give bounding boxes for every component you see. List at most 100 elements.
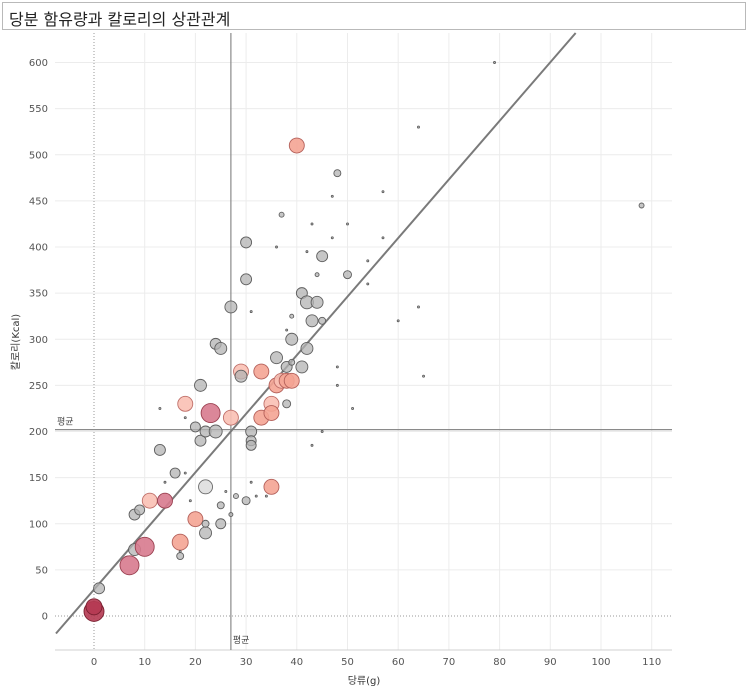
data-point bbox=[224, 490, 228, 493]
data-point bbox=[346, 222, 349, 226]
data-point bbox=[305, 314, 319, 328]
data-point bbox=[366, 282, 370, 286]
data-point bbox=[245, 439, 257, 451]
data-point bbox=[396, 319, 400, 323]
x-tick-label: 100 bbox=[591, 657, 610, 668]
data-point bbox=[254, 494, 258, 498]
data-point bbox=[417, 305, 420, 309]
data-point bbox=[171, 533, 189, 551]
data-point bbox=[153, 444, 166, 456]
chart-title: 당분 함유량과 칼로리의 상관관계 bbox=[9, 10, 231, 29]
data-point bbox=[264, 494, 268, 498]
data-point bbox=[157, 492, 173, 509]
y-tick-label: 600 bbox=[29, 58, 48, 69]
data-point bbox=[275, 245, 278, 249]
data-point bbox=[381, 190, 385, 194]
y-tick-label: 0 bbox=[42, 612, 48, 623]
data-point bbox=[183, 416, 187, 420]
data-point bbox=[233, 493, 239, 500]
x-tick-label: 90 bbox=[544, 657, 557, 668]
data-point bbox=[183, 471, 187, 475]
data-point bbox=[417, 125, 420, 129]
data-point bbox=[187, 511, 204, 528]
x-tick-label: 70 bbox=[443, 657, 456, 668]
data-point bbox=[333, 169, 342, 178]
data-points bbox=[83, 61, 645, 622]
data-point bbox=[194, 434, 207, 447]
data-point bbox=[310, 295, 324, 309]
data-point bbox=[381, 236, 385, 240]
data-point bbox=[316, 250, 329, 263]
data-point bbox=[222, 409, 239, 426]
data-point bbox=[351, 406, 355, 410]
x-axis-label: 당류(g) bbox=[348, 675, 381, 687]
data-point bbox=[199, 526, 212, 540]
data-point bbox=[310, 222, 314, 226]
x-tick-label: 0 bbox=[91, 657, 97, 668]
data-point bbox=[335, 383, 339, 387]
data-point bbox=[253, 363, 270, 380]
y-tick-label: 250 bbox=[29, 381, 48, 392]
data-point bbox=[285, 332, 299, 346]
data-point bbox=[214, 342, 228, 355]
data-point bbox=[422, 374, 425, 378]
y-tick-label: 200 bbox=[29, 427, 48, 438]
data-point bbox=[282, 399, 292, 409]
data-point bbox=[189, 421, 201, 433]
data-point bbox=[638, 202, 645, 209]
axis-labels: 당류(g) 칼로리(Kcal) bbox=[9, 314, 380, 687]
x-tick-label: 10 bbox=[138, 657, 151, 668]
data-point bbox=[134, 536, 155, 557]
data-point bbox=[288, 358, 296, 366]
data-point bbox=[310, 443, 314, 447]
data-point bbox=[330, 236, 334, 240]
data-point bbox=[208, 424, 223, 439]
data-point bbox=[163, 480, 167, 484]
data-point bbox=[85, 598, 103, 616]
data-point bbox=[158, 406, 162, 410]
y-tick-label: 50 bbox=[35, 565, 48, 576]
data-point bbox=[314, 272, 320, 278]
data-point bbox=[241, 496, 251, 506]
x-tick-label: 60 bbox=[392, 657, 405, 668]
x-tick-label: 80 bbox=[493, 657, 506, 668]
data-point bbox=[305, 250, 309, 254]
data-point bbox=[320, 430, 324, 433]
axis-ticks: 0 10 20 30 40 50 60 70 80 90 100 110 0 50 100 150 200 250… bbox=[29, 58, 661, 668]
data-point bbox=[283, 372, 300, 389]
mean-x-label: 평균 bbox=[233, 635, 250, 646]
data-point bbox=[93, 582, 106, 595]
data-point bbox=[215, 518, 227, 530]
data-point bbox=[224, 300, 238, 314]
data-point bbox=[216, 501, 225, 510]
data-point bbox=[300, 342, 314, 355]
data-point bbox=[134, 504, 146, 516]
x-tick-label: 30 bbox=[240, 657, 253, 668]
data-point bbox=[295, 360, 309, 374]
data-point bbox=[188, 499, 192, 503]
data-point bbox=[228, 512, 234, 517]
trend-line-group bbox=[55, 32, 577, 635]
data-point bbox=[335, 365, 339, 369]
y-tick-label: 350 bbox=[29, 289, 48, 300]
data-point bbox=[177, 395, 194, 412]
data-point bbox=[288, 137, 305, 154]
data-point bbox=[366, 259, 370, 263]
data-point bbox=[176, 552, 185, 560]
data-point bbox=[278, 211, 285, 218]
data-point bbox=[289, 313, 295, 319]
data-point bbox=[285, 328, 289, 332]
data-point bbox=[249, 480, 253, 484]
y-tick-label: 300 bbox=[29, 335, 48, 346]
data-point bbox=[263, 478, 280, 495]
y-tick-label: 400 bbox=[29, 243, 48, 254]
y-tick-label: 450 bbox=[29, 196, 48, 207]
title-box: 당분 함유량과 칼로리의 상관관계 bbox=[2, 2, 746, 30]
data-point bbox=[270, 351, 283, 365]
data-point bbox=[200, 403, 221, 423]
data-point bbox=[119, 555, 140, 576]
data-point bbox=[201, 519, 210, 528]
mean-y-label: 평균 bbox=[57, 417, 74, 428]
